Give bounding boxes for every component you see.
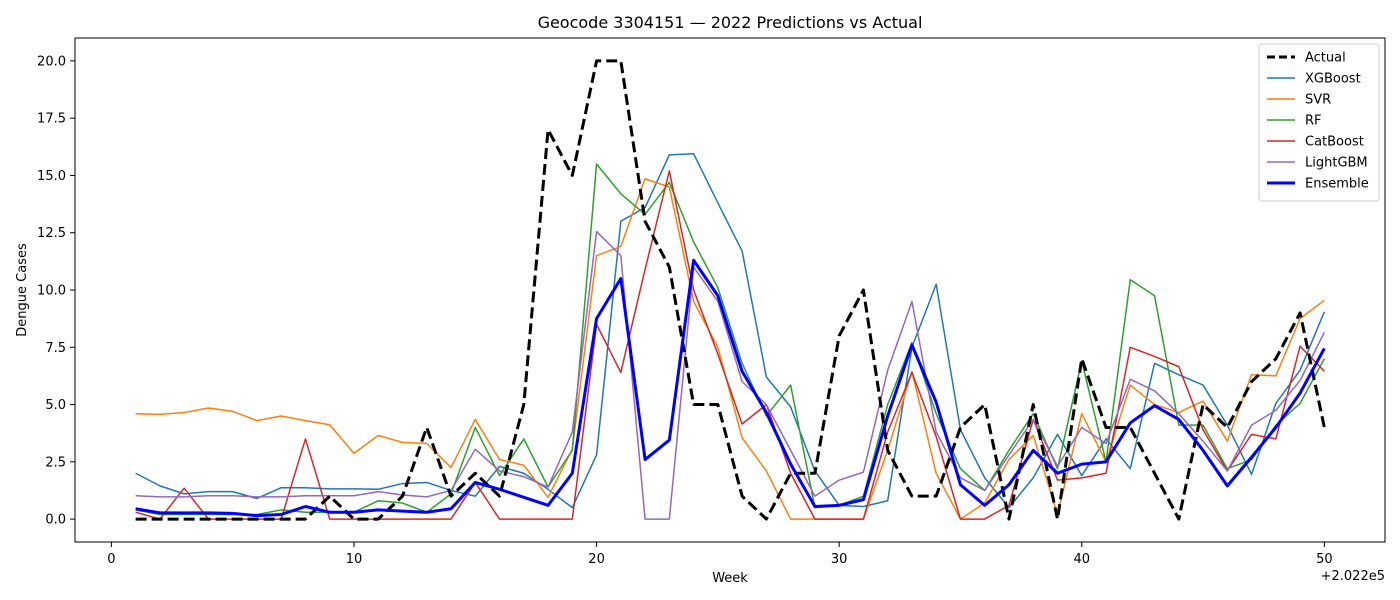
y-tick-label: 10.0: [37, 284, 66, 299]
x-axis: 0 10 20 30 40 50: [107, 542, 1333, 567]
series-line-catboost: [135, 170, 1325, 520]
x-axis-offset-label: +2.022e5: [1321, 569, 1385, 584]
legend-label-catboost: CatBoost: [1305, 135, 1364, 150]
series-line-svr: [135, 178, 1325, 520]
x-axis-label: Week: [712, 571, 748, 586]
x-tick-label: 30: [831, 552, 848, 567]
y-tick-label: 12.5: [37, 226, 66, 241]
chart-title: Geocode 3304151 — 2022 Predictions vs Ac…: [538, 13, 923, 32]
y-axis: 0.0 2.5 5.0 7.5 10.0 12.5 15.0 17.5 20.0: [37, 54, 75, 528]
y-tick-label: 15.0: [37, 169, 66, 184]
x-tick-label: 10: [346, 552, 363, 567]
x-tick-label: 40: [1073, 552, 1090, 567]
legend-label-rf: RF: [1305, 114, 1322, 129]
x-tick-label: 20: [588, 552, 605, 567]
y-tick-label: 7.5: [45, 341, 66, 356]
plot-frame: [74, 37, 1386, 543]
y-tick-label: 5.0: [45, 398, 66, 413]
y-tick-label: 17.5: [37, 112, 66, 127]
series-line-actual: [135, 59, 1326, 521]
x-tick-label: 50: [1316, 552, 1333, 567]
series-line-ensemble: [135, 258, 1326, 518]
legend-label-lightgbm: LightGBM: [1305, 156, 1368, 171]
legend-label-actual: Actual: [1305, 51, 1346, 66]
y-tick-label: 2.5: [45, 455, 66, 470]
y-tick-label: 0.0: [45, 513, 66, 528]
y-tick-label: 20.0: [37, 54, 66, 69]
legend: Actual XGBoost SVR RF CatBoost LightGBM Ensemb…: [1258, 43, 1380, 202]
y-axis-label: Dengue Cases: [15, 243, 30, 337]
series-line-xgboost: [135, 152, 1326, 509]
series-line-lightgbm: [135, 230, 1326, 520]
legend-label-xgboost: XGBoost: [1305, 72, 1361, 87]
x-tick-label: 0: [107, 552, 115, 567]
legend-label-ensemble: Ensemble: [1305, 177, 1369, 192]
legend-label-svr: SVR: [1305, 93, 1331, 108]
series-lines: [135, 59, 1326, 521]
